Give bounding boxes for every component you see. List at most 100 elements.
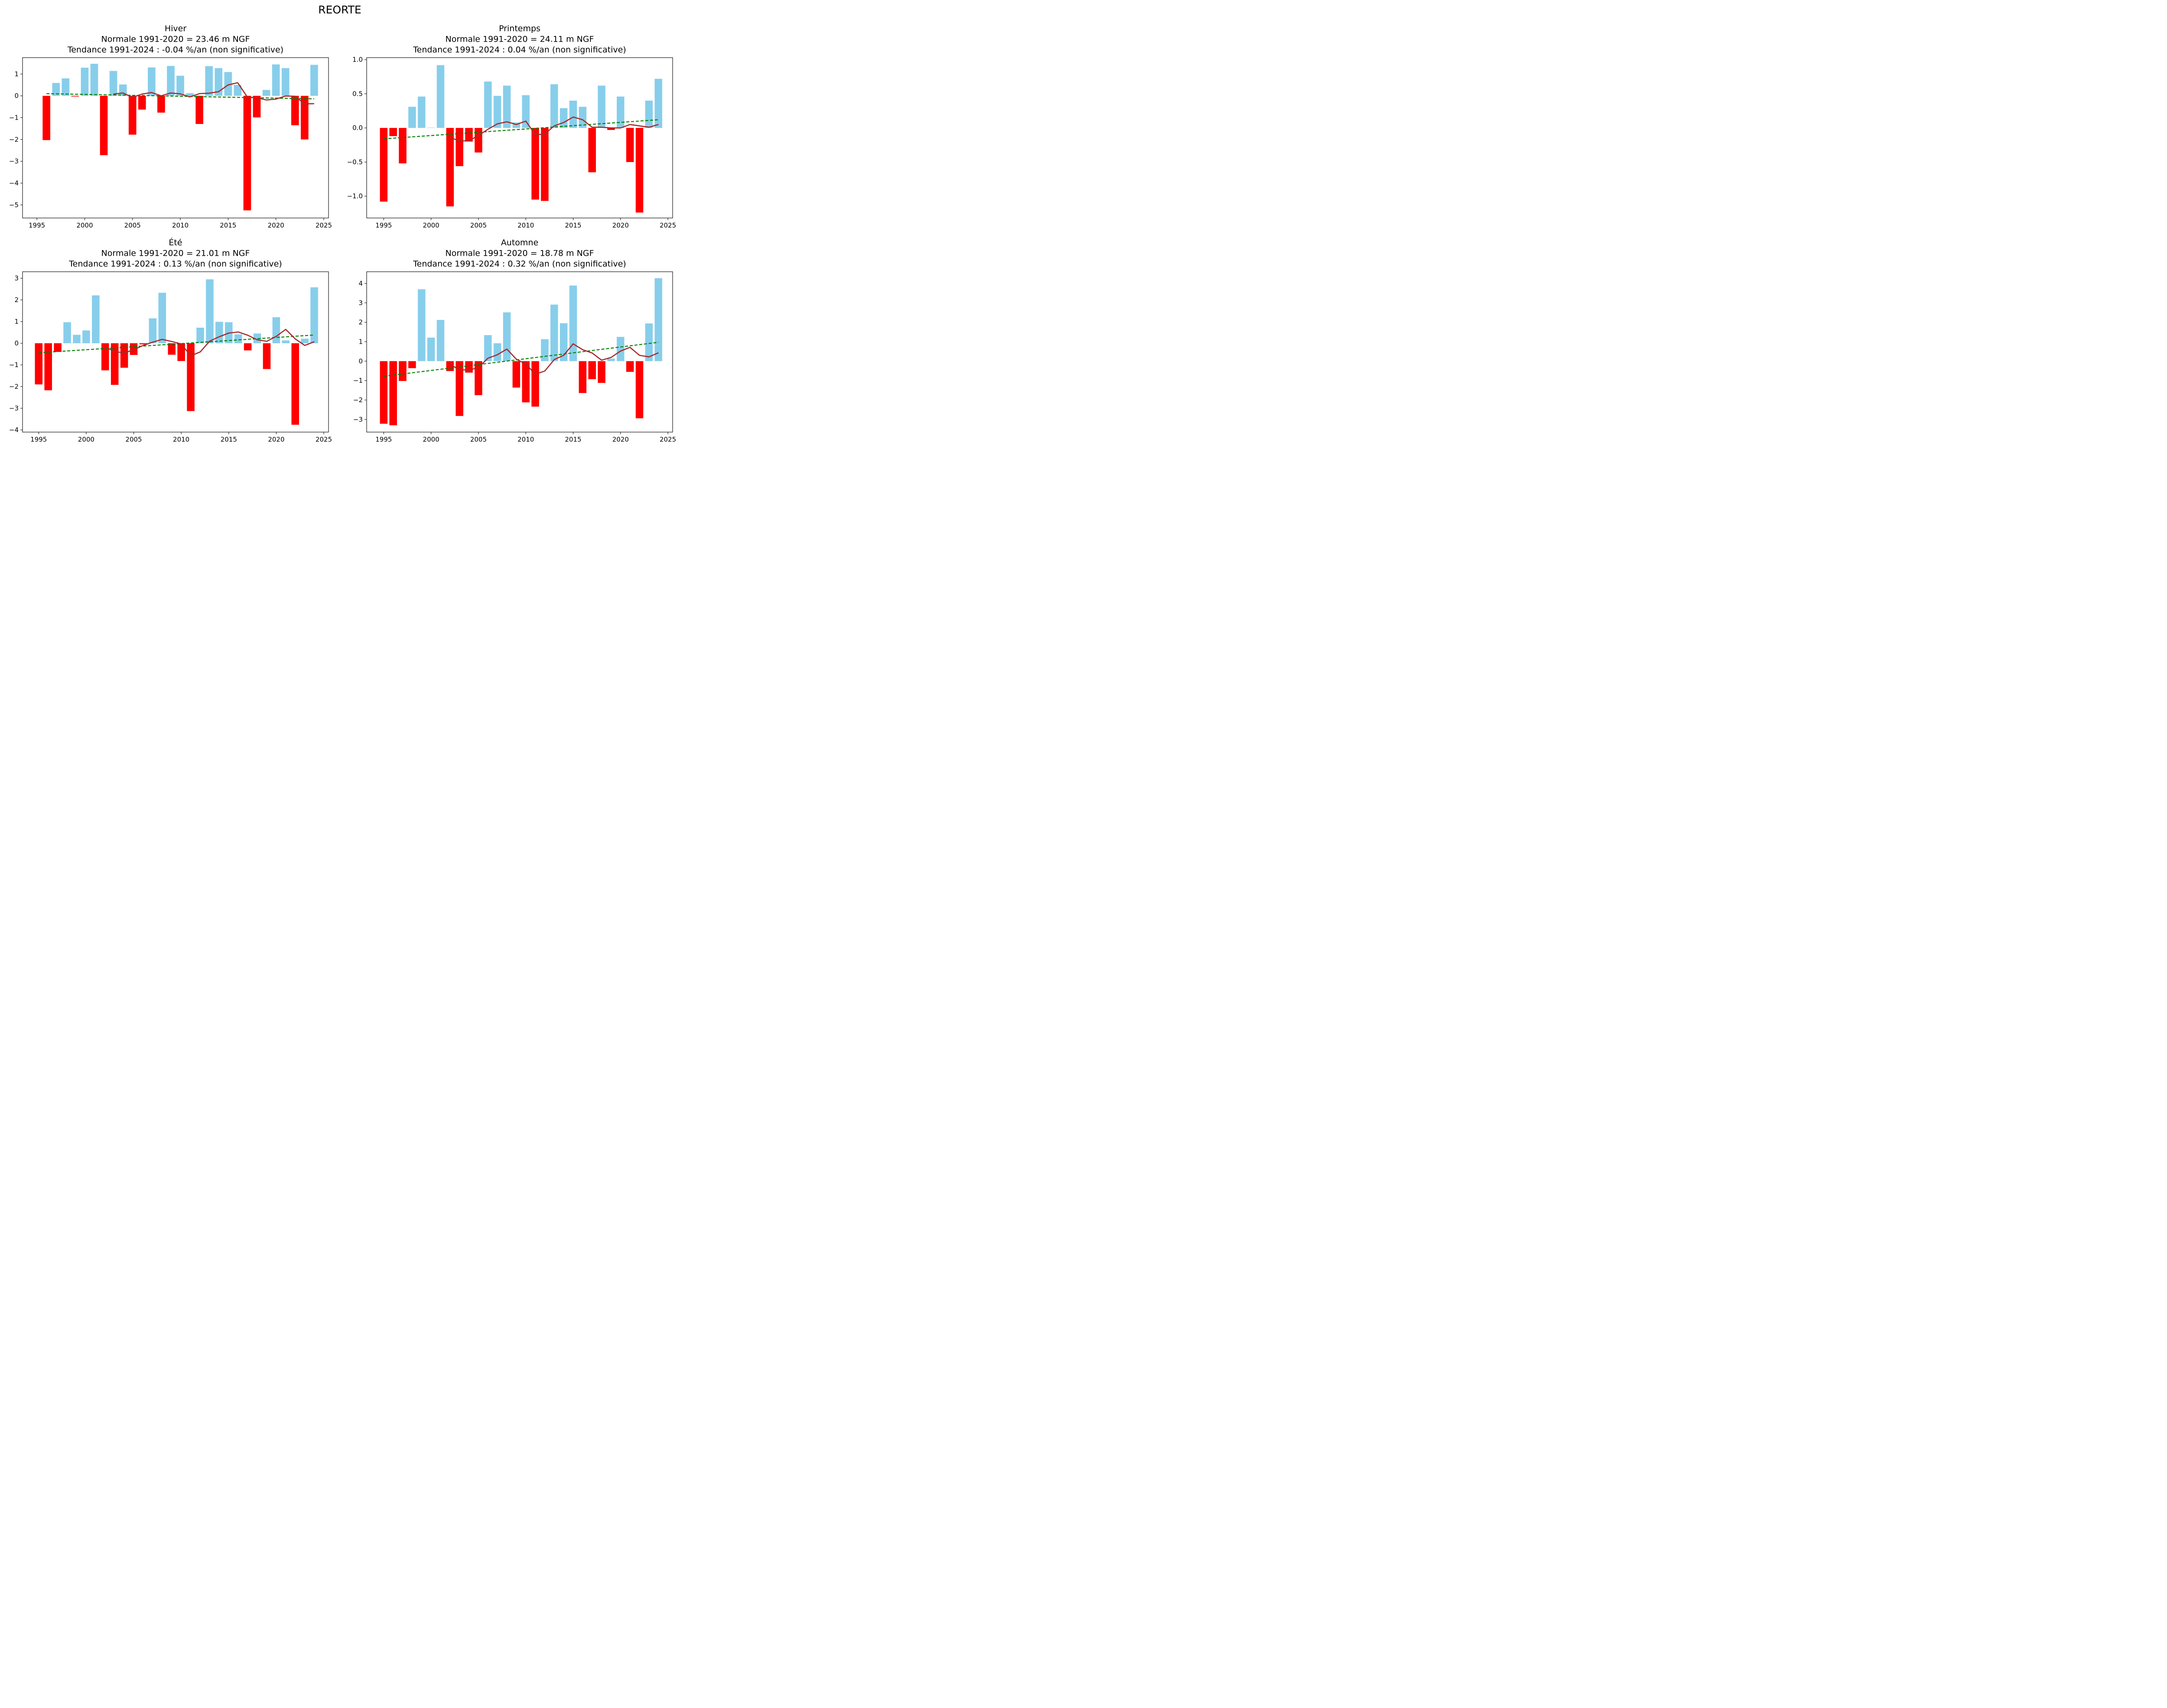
y-tick-label: −2 bbox=[9, 136, 19, 143]
bar-2004 bbox=[120, 343, 128, 368]
x-tick-label: 2010 bbox=[517, 221, 534, 229]
x-tick-label: 2020 bbox=[268, 436, 284, 443]
x-tick-label: 2025 bbox=[660, 436, 676, 443]
x-tick-label: 1995 bbox=[30, 436, 47, 443]
bar-2012 bbox=[541, 128, 549, 201]
moving-average-line bbox=[449, 343, 659, 375]
bar-2007 bbox=[493, 343, 501, 361]
moving-average-line bbox=[449, 116, 659, 142]
subplot-title-line: Tendance 1991-2024 : -0.04 %/an (non sig… bbox=[67, 45, 283, 55]
bar-1999 bbox=[71, 96, 79, 97]
subplot-1: Printemps Normale 1991-2020 = 24.11 m NGF… bbox=[347, 24, 677, 229]
subplot-title-line: Hiver bbox=[165, 24, 186, 33]
bar-2009 bbox=[512, 361, 521, 388]
subplot-title-line: Normale 1991-2020 = 24.11 m NGF bbox=[446, 35, 594, 44]
bar-2016 bbox=[234, 334, 242, 343]
bar-2007 bbox=[493, 96, 501, 128]
bar-1997 bbox=[52, 83, 60, 96]
axes-frame bbox=[366, 271, 673, 433]
y-tick-label: −4 bbox=[9, 179, 19, 187]
bar-2001 bbox=[436, 320, 445, 361]
bar-2024 bbox=[654, 278, 662, 361]
bar-2000 bbox=[427, 127, 435, 128]
bar-2012 bbox=[541, 339, 549, 361]
bar-1997 bbox=[399, 128, 407, 164]
bar-2018 bbox=[598, 361, 605, 383]
y-tick-label: −3 bbox=[9, 157, 19, 165]
y-tick-label: 4 bbox=[358, 280, 363, 287]
bar-2022 bbox=[291, 96, 299, 126]
bar-2014 bbox=[215, 68, 223, 96]
bar-2009 bbox=[167, 66, 175, 96]
bar-2001 bbox=[92, 295, 100, 343]
bar-1996 bbox=[44, 343, 52, 390]
subplot-title-line: Tendance 1991-2024 : 0.04 %/an (non sign… bbox=[413, 45, 626, 55]
bar-2006 bbox=[138, 96, 146, 110]
bar-2010 bbox=[177, 343, 185, 361]
bar-2022 bbox=[635, 361, 644, 419]
trend-line bbox=[46, 93, 314, 100]
y-tick-label: 0.5 bbox=[352, 90, 363, 98]
bar-2020 bbox=[617, 337, 625, 361]
bar-1995 bbox=[380, 361, 388, 424]
bar-2024 bbox=[310, 65, 318, 96]
bar-2021 bbox=[282, 340, 290, 343]
y-tick-label: −3 bbox=[9, 404, 19, 412]
bar-2017 bbox=[243, 96, 251, 211]
bar-2016 bbox=[579, 107, 587, 128]
y-tick-label: 3 bbox=[14, 274, 19, 282]
bar-2008 bbox=[158, 293, 166, 343]
subplot-title-line: Tendance 1991-2024 : 0.32 %/an (non sign… bbox=[413, 259, 626, 269]
bar-1999 bbox=[73, 335, 81, 343]
x-tick-label: 2000 bbox=[78, 436, 94, 443]
x-tick-label: 2010 bbox=[172, 221, 189, 229]
x-tick-label: 2010 bbox=[173, 436, 189, 443]
x-tick-label: 2000 bbox=[423, 221, 439, 229]
bar-2020 bbox=[272, 64, 280, 96]
subplot-title-line: Été bbox=[169, 237, 182, 247]
bar-2001 bbox=[436, 65, 445, 128]
bar-2013 bbox=[550, 304, 558, 361]
bar-1999 bbox=[418, 96, 426, 128]
bar-2011 bbox=[186, 93, 194, 96]
y-tick-label: 0 bbox=[14, 92, 19, 100]
subplot-2: Été Normale 1991-2020 = 21.01 m NGFTendan… bbox=[9, 237, 332, 443]
y-tick-label: −4 bbox=[9, 426, 19, 434]
bar-2019 bbox=[263, 343, 271, 369]
bar-2010 bbox=[522, 95, 530, 128]
y-tick-label: −3 bbox=[353, 416, 363, 423]
trend-line bbox=[384, 119, 659, 140]
bar-2013 bbox=[205, 66, 213, 96]
subplot-title-line: Tendance 1991-2024 : 0.13 %/an (non sign… bbox=[68, 259, 282, 269]
bar-2005 bbox=[475, 361, 482, 395]
bar-2006 bbox=[139, 343, 147, 345]
x-tick-label: 2005 bbox=[124, 221, 141, 229]
trend-line bbox=[39, 334, 315, 354]
y-tick-label: −1 bbox=[9, 361, 19, 369]
bar-2001 bbox=[90, 64, 98, 96]
x-tick-label: 2005 bbox=[470, 221, 487, 229]
bar-2020 bbox=[272, 317, 280, 343]
bar-2012 bbox=[195, 96, 203, 124]
bar-2022 bbox=[635, 128, 644, 213]
x-tick-label: 2000 bbox=[423, 436, 439, 443]
bar-1999 bbox=[418, 289, 426, 361]
bar-2012 bbox=[196, 328, 204, 343]
subplot-0: Hiver Normale 1991-2020 = 23.46 m NGFTend… bbox=[9, 24, 332, 229]
bar-2010 bbox=[176, 75, 184, 96]
x-tick-label: 2000 bbox=[76, 221, 93, 229]
bar-2019 bbox=[262, 90, 270, 96]
axes-frame bbox=[366, 57, 673, 218]
bar-2024 bbox=[654, 78, 662, 128]
bar-2011 bbox=[531, 128, 539, 200]
bar-2017 bbox=[244, 343, 252, 351]
y-tick-label: −1 bbox=[9, 114, 19, 121]
trend-line bbox=[384, 342, 659, 377]
bar-2008 bbox=[157, 96, 165, 113]
y-tick-label: −2 bbox=[9, 383, 19, 390]
y-tick-label: 0 bbox=[358, 357, 363, 365]
y-tick-label: −2 bbox=[353, 396, 363, 404]
bar-1998 bbox=[62, 78, 70, 96]
bar-1997 bbox=[54, 343, 62, 352]
x-tick-label: 1995 bbox=[375, 436, 392, 443]
